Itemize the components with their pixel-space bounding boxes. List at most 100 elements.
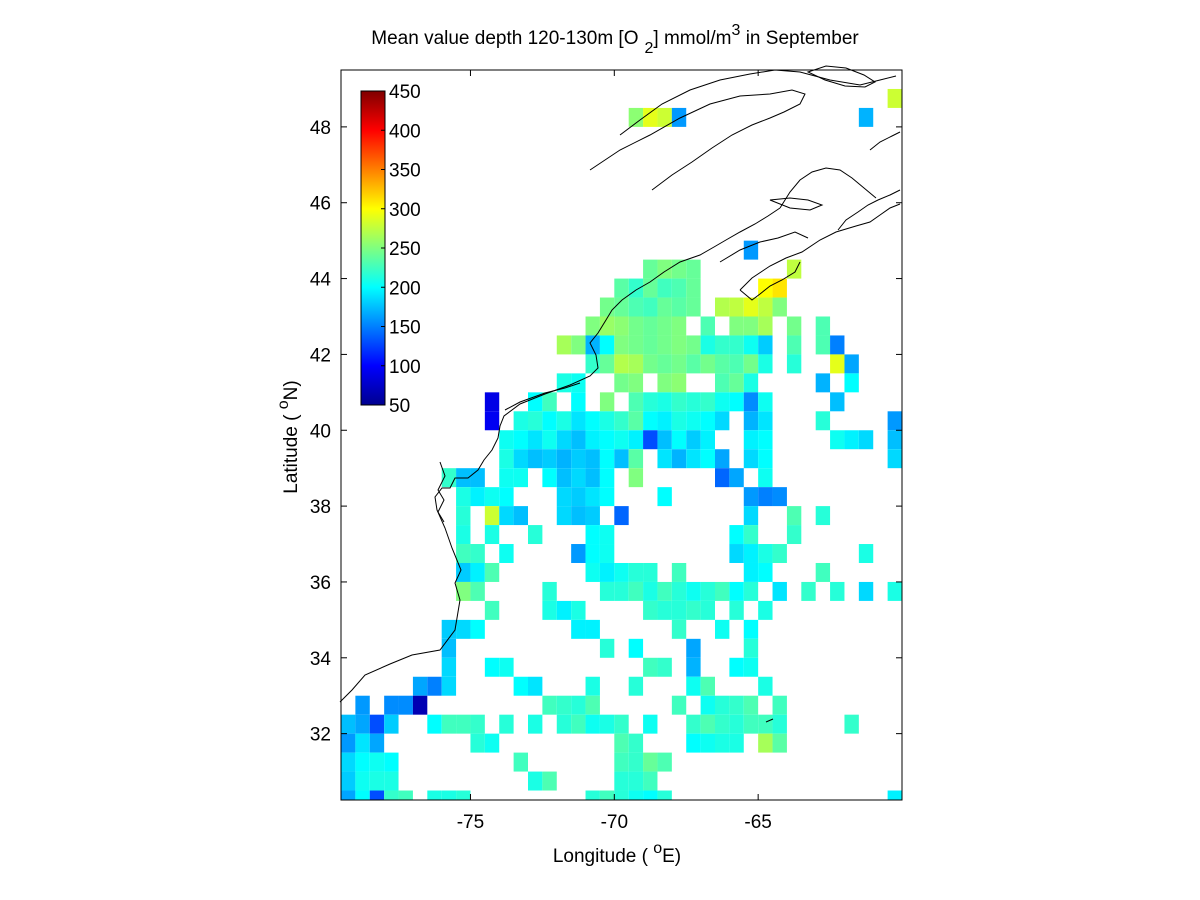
grid-cell (571, 714, 586, 734)
grid-cell (743, 392, 759, 412)
grid-cell (758, 600, 773, 620)
grid-cell (484, 487, 500, 507)
grid-cell (887, 790, 902, 800)
grid-cell (484, 562, 500, 582)
grid-cell (887, 88, 902, 108)
grid-cell (830, 430, 845, 450)
grid-cell (786, 335, 802, 355)
grid-cell (556, 600, 572, 620)
grid-cell (614, 335, 629, 355)
grid-cell (628, 392, 644, 412)
grid-cell (671, 392, 687, 412)
grid-cell (700, 733, 715, 753)
grid-cell (743, 430, 759, 450)
grid-cell (528, 525, 543, 545)
grid-cell (830, 392, 845, 412)
grid-cell (599, 581, 615, 601)
x-tick-label: -65 (744, 812, 771, 833)
grid-cell (599, 354, 615, 374)
grid-cell (614, 430, 629, 450)
grid-cell (341, 752, 356, 772)
grid-cell (585, 676, 600, 696)
grid-cell (484, 506, 500, 526)
grid-cell (470, 487, 485, 507)
grid-cell (556, 411, 572, 431)
grid-cell (700, 430, 715, 450)
grid-cell (614, 449, 629, 469)
colorbar-tick-label: 50 (389, 396, 410, 417)
grid-cell (585, 335, 600, 355)
grid-cell (643, 411, 658, 431)
grid-cell (729, 714, 744, 734)
grid-cell (657, 107, 672, 127)
grid-cell (441, 790, 457, 800)
grid-cell (470, 562, 485, 582)
bay-of-fundy (719, 231, 809, 263)
grid-cell (758, 487, 773, 507)
y-tick-label: 36 (310, 573, 331, 594)
x-axis: -75 -70 -65 Longitude ( oE) (457, 70, 772, 867)
grid-cell (571, 600, 586, 620)
grid-cell (729, 392, 744, 412)
grid-cell (499, 468, 514, 488)
anticosti-island (806, 65, 877, 88)
grid-cell (743, 619, 759, 639)
grid-cell (571, 430, 586, 450)
grid-cell (484, 733, 500, 753)
grid-cell (499, 506, 514, 526)
grid-cell (412, 695, 428, 715)
grid-cell (528, 411, 543, 431)
grid-cell (614, 733, 629, 753)
grid-cell (614, 278, 629, 298)
grid-cell (599, 562, 615, 582)
grid-cell (499, 487, 514, 507)
grid-cell (599, 638, 615, 658)
grid-cell (614, 354, 629, 374)
grid-cell (571, 449, 586, 469)
grid-cell (772, 544, 787, 563)
grid-cell (657, 392, 672, 412)
grid-cell (700, 411, 715, 431)
grid-cell (715, 619, 730, 639)
grid-cell (743, 373, 759, 393)
grid-cell (643, 259, 658, 279)
grid-cell (599, 430, 615, 450)
grid-cell (671, 373, 687, 393)
grid-cell (729, 581, 744, 601)
grid-cell (628, 297, 644, 317)
grid-cell (657, 335, 672, 355)
grid-cell (369, 733, 385, 753)
grid-cell (643, 430, 658, 450)
grid-cell (729, 695, 744, 715)
grid-cell (657, 657, 672, 677)
grid-cell (643, 562, 658, 582)
grid-cell (628, 335, 644, 355)
grid-cell (599, 335, 615, 355)
cape-breton (837, 189, 901, 231)
grid-cell (743, 657, 759, 677)
grid-cell (815, 562, 831, 582)
grid-cell (599, 297, 615, 317)
grid-cell (657, 790, 672, 800)
grid-cell (427, 790, 442, 800)
grid-cell (456, 581, 471, 601)
grid-cell (729, 354, 744, 374)
grid-cell (700, 335, 715, 355)
gaspe-peninsula (589, 89, 806, 191)
grid-cell (441, 714, 457, 734)
grid-cell (599, 449, 615, 469)
grid-cell (470, 714, 485, 734)
grid-cell (815, 335, 831, 355)
grid-cell (571, 335, 586, 355)
grid-cell (599, 392, 615, 412)
grid-cell (585, 714, 600, 734)
colorbar-tick-label: 150 (389, 318, 421, 339)
grid-cell (858, 430, 874, 450)
grid-cell (643, 392, 658, 412)
grid-cell (571, 544, 586, 563)
grid-cell (715, 468, 730, 488)
grid-cell (758, 562, 773, 582)
grid-cell (513, 468, 528, 488)
grid-cell (671, 297, 687, 317)
grid-cell (499, 449, 514, 469)
